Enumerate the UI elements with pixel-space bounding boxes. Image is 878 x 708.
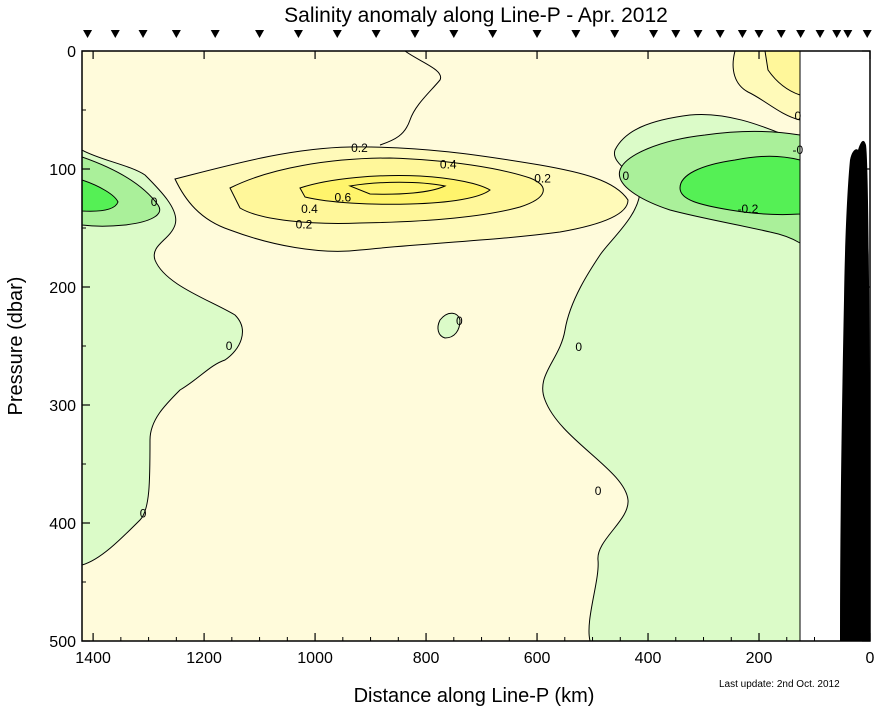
station-marker bbox=[671, 30, 681, 38]
x-tick-label: 1000 bbox=[297, 650, 333, 667]
y-tick-label: 0 bbox=[67, 44, 76, 61]
station-marker bbox=[138, 30, 148, 38]
contour-fills bbox=[82, 51, 870, 641]
fill-west-strong-negative bbox=[82, 179, 119, 212]
fill-lens-core bbox=[348, 181, 447, 195]
station-marker bbox=[843, 30, 853, 38]
y-tick-label: 100 bbox=[49, 162, 76, 179]
station-marker bbox=[83, 30, 93, 38]
x-tick-label: 600 bbox=[524, 650, 551, 667]
contour-label: 0 bbox=[575, 340, 582, 354]
station-marker bbox=[815, 30, 825, 38]
x-tick-label: 0 bbox=[866, 650, 875, 667]
contour-label: 0 bbox=[151, 195, 158, 209]
fill-west-lowband bbox=[82, 149, 243, 566]
contour-label: 0.2 bbox=[534, 171, 551, 185]
station-marker bbox=[776, 30, 786, 38]
x-tick-label: 800 bbox=[413, 650, 440, 667]
contour-label: 0.2 bbox=[351, 141, 368, 155]
fill-east-strong-negative bbox=[679, 155, 801, 216]
station-marker bbox=[410, 30, 420, 38]
contour-label: 0 bbox=[226, 339, 233, 353]
station-marker bbox=[715, 30, 725, 38]
station-marker bbox=[571, 30, 581, 38]
x-axis-title: Distance along Line-P (km) bbox=[354, 685, 595, 707]
contour-label: -0.2 bbox=[738, 202, 759, 216]
station-marker bbox=[488, 30, 498, 38]
contour-label: 0.6 bbox=[334, 190, 351, 204]
contour-label: 0.2 bbox=[296, 217, 313, 231]
chart-title: Salinity anomaly along Line-P - Apr. 201… bbox=[284, 4, 668, 27]
last-update-note: Last update: 2nd Oct. 2012 bbox=[719, 679, 840, 690]
y-axis-title: Pressure (dbar) bbox=[5, 277, 27, 416]
y-tick-label: 400 bbox=[49, 516, 76, 533]
station-markers bbox=[83, 30, 872, 38]
station-marker bbox=[796, 30, 806, 38]
station-marker bbox=[371, 30, 381, 38]
station-marker bbox=[255, 30, 265, 38]
y-axis-ticks: 0 100 200 300 400 500 bbox=[49, 44, 870, 651]
bathymetry-shape bbox=[840, 140, 870, 641]
contour-label: 0 bbox=[140, 507, 147, 521]
x-tick-label: 200 bbox=[746, 650, 773, 667]
contour-label: 0 bbox=[795, 109, 802, 123]
y-tick-label: 500 bbox=[49, 634, 76, 651]
station-marker bbox=[649, 30, 659, 38]
station-marker bbox=[737, 30, 747, 38]
y-tick-label: 300 bbox=[49, 398, 76, 415]
contour-label: 0.4 bbox=[440, 157, 457, 171]
contour-label: 0 bbox=[595, 484, 602, 498]
x-tick-label: 400 bbox=[635, 650, 662, 667]
x-tick-label: 1200 bbox=[186, 650, 222, 667]
station-marker bbox=[610, 30, 620, 38]
station-marker bbox=[171, 30, 181, 38]
contour-label: 0 bbox=[622, 169, 629, 183]
station-marker bbox=[754, 30, 764, 38]
station-marker bbox=[293, 30, 303, 38]
contour-label: 0 bbox=[456, 314, 463, 328]
contour-label: 0.4 bbox=[301, 202, 318, 216]
contour-line-north-zero bbox=[379, 51, 442, 146]
station-marker bbox=[110, 30, 120, 38]
x-tick-label: 1400 bbox=[75, 650, 111, 667]
station-marker bbox=[332, 30, 342, 38]
x-axis-ticks: 1400 1200 1000 800 600 400 200 0 bbox=[75, 51, 875, 667]
station-marker bbox=[832, 30, 842, 38]
station-marker bbox=[449, 30, 459, 38]
contour-label: -0 bbox=[793, 143, 804, 157]
station-marker bbox=[210, 30, 220, 38]
station-marker bbox=[693, 30, 703, 38]
y-tick-label: 200 bbox=[49, 280, 76, 297]
station-marker bbox=[862, 30, 872, 38]
contour-line-south-zero bbox=[437, 312, 461, 339]
station-marker bbox=[532, 30, 542, 38]
